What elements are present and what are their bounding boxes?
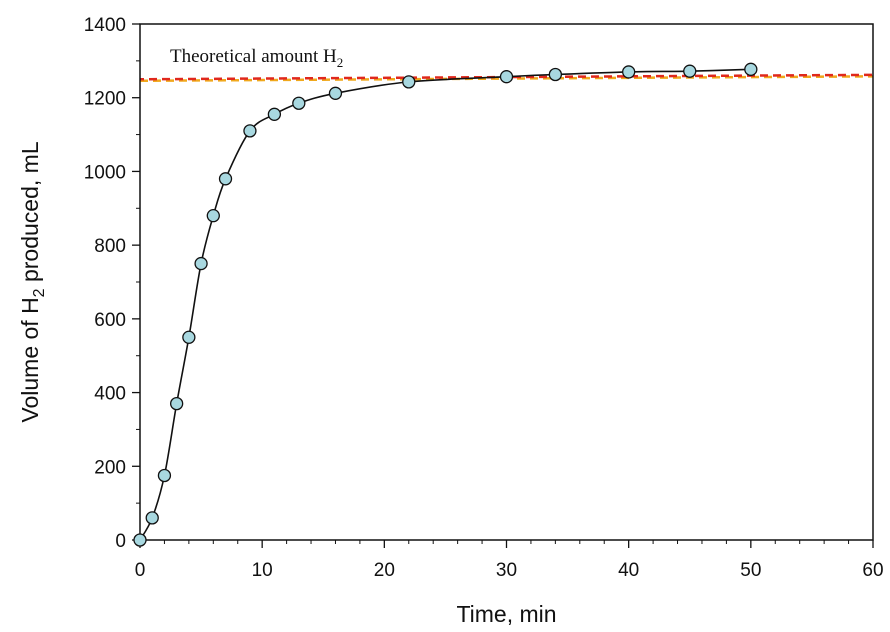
data-point	[292, 96, 306, 110]
data-point	[622, 65, 636, 79]
y-axis-title: Volume of H2 produced, mL	[17, 141, 48, 422]
y-tick-label: 1200	[84, 89, 126, 110]
data-point	[206, 209, 220, 223]
reference-label-main: Theoretical amount H	[170, 46, 337, 67]
series-layer	[133, 62, 758, 547]
data-point	[133, 533, 147, 547]
y-axis-title-subscript: 2	[31, 288, 48, 297]
x-tick-label: 20	[374, 560, 395, 581]
x-tick-label: 50	[740, 560, 761, 581]
x-axis-title: Time, min	[456, 601, 556, 627]
data-point	[499, 70, 514, 84]
x-tick-label: 40	[618, 560, 639, 581]
y-tick-label: 0	[115, 531, 126, 552]
y-tick-label: 400	[94, 384, 126, 405]
data-point	[194, 256, 208, 271]
data-point	[218, 172, 233, 186]
y-tick-label: 800	[94, 236, 126, 257]
data-point	[169, 396, 184, 411]
y-axis-title-rest: produced, mL	[17, 141, 43, 288]
y-tick-label: 600	[94, 310, 126, 331]
x-tick-label: 30	[496, 560, 517, 581]
x-tick-label: 0	[135, 560, 146, 581]
y-axis-title-main: Volume of H	[17, 297, 43, 422]
y-tick-label: 1000	[84, 162, 126, 183]
plot-frame	[139, 23, 874, 541]
data-point	[157, 468, 172, 483]
y-tick-label: 200	[94, 457, 126, 478]
data-point	[145, 511, 159, 525]
data-point	[683, 64, 697, 78]
y-tick-label: 1400	[84, 15, 126, 36]
data-point	[267, 107, 282, 121]
data-point	[744, 62, 758, 76]
data-point	[402, 75, 416, 89]
data-point	[182, 330, 196, 344]
x-tick-label: 10	[252, 560, 273, 581]
axes	[139, 23, 874, 541]
data-point	[328, 86, 343, 100]
data-point	[243, 124, 257, 138]
series-line	[139, 68, 751, 541]
reference-label-subscript: 2	[337, 55, 344, 70]
reference-line-label: Theoretical amount H2	[170, 46, 343, 70]
x-tick-label: 60	[862, 560, 883, 581]
data-point	[548, 67, 563, 82]
